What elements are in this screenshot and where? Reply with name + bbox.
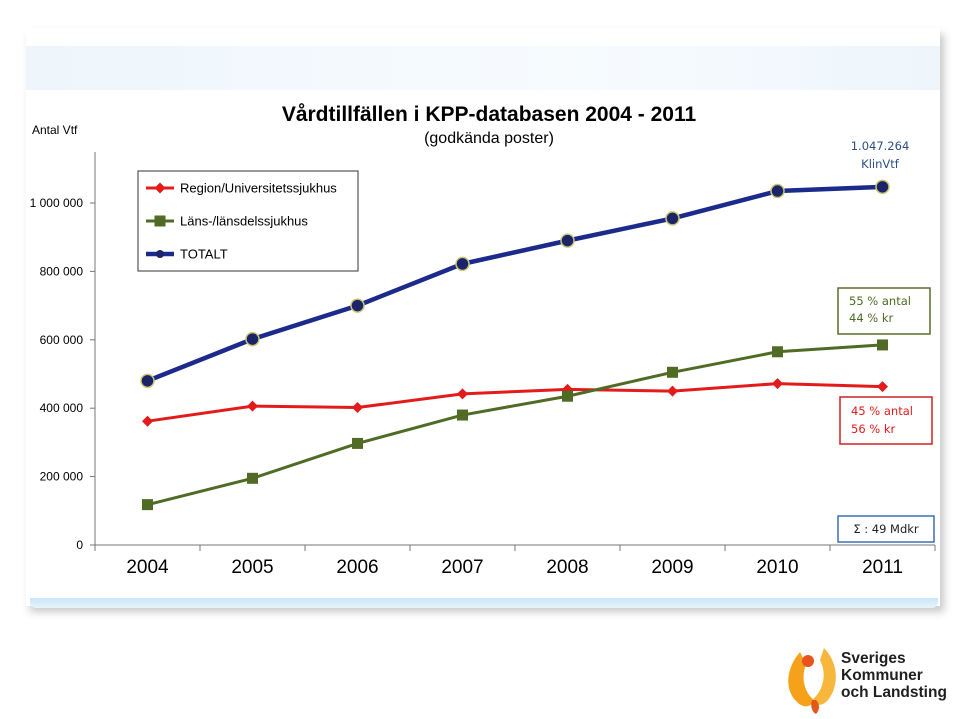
logo-line-1: Sveriges <box>841 650 906 667</box>
data-point-region <box>772 378 783 390</box>
series-line-region <box>147 382 883 423</box>
legend-label-lans: Läns-/länsdelssjukhus <box>180 214 308 229</box>
x-tick-label: 2009 <box>651 557 693 578</box>
annotation-sigma-text: Σ : 49 Mdkr <box>853 522 919 536</box>
annotation-lans: 55 % antal 44 % kr <box>837 287 931 335</box>
y-tick-label: 400 000 <box>40 401 84 415</box>
data-point-totalt <box>350 298 365 313</box>
y-tick-label: 0 <box>76 538 83 552</box>
axes <box>90 152 936 551</box>
data-point-totalt <box>140 373 155 389</box>
legend-label-totalt: TOTALT <box>180 247 228 262</box>
x-tick-labels: 2004 2005 2006 2007 2008 2009 2010 2011 <box>126 557 903 578</box>
data-point-lans <box>667 366 678 378</box>
legend-swatch-marker-region <box>154 182 166 194</box>
chart-card <box>26 28 940 606</box>
x-tick-label: 2007 <box>441 557 483 578</box>
annotation-total-value: 1.047.264 <box>851 139 910 153</box>
annotation-lans-box <box>837 287 931 335</box>
chart-title: Vårdtillfällen i KPP-databasen 2004 - 20… <box>282 103 697 126</box>
data-point-totalt <box>245 331 260 347</box>
data-point-lans <box>142 499 153 511</box>
data-point-totalt <box>770 183 785 199</box>
legend-swatch-marker-totalt <box>156 250 164 258</box>
chart-subtitle: (godkända poster) <box>424 130 554 147</box>
data-point-region <box>667 385 678 397</box>
logo-line-2: Kommuner <box>841 667 923 684</box>
annotation-sigma-box <box>837 515 935 543</box>
annotation-lans-count: 55 % antal <box>849 294 911 308</box>
header-band <box>26 46 940 90</box>
annotation-region: 45 % antal 56 % kr <box>839 396 933 445</box>
data-point-lans <box>877 339 888 351</box>
x-tick-label: 2008 <box>546 557 588 578</box>
legend-label-region: Region/Universitetssjukhus <box>180 181 337 196</box>
x-tick-label: 2005 <box>231 557 273 578</box>
y-tick-label: 200 000 <box>40 470 84 484</box>
data-point-region <box>457 388 468 400</box>
logo-line-3: och Landsting <box>841 684 947 701</box>
data-point-lans <box>457 409 468 421</box>
data-point-region <box>142 415 153 427</box>
data-point-region <box>247 400 258 412</box>
y-tick-label: 1 000 000 <box>30 196 84 210</box>
annotation-region-box <box>839 396 933 445</box>
series-line-totalt <box>146 184 883 383</box>
data-point-region <box>877 381 888 393</box>
data-point-lans <box>562 390 573 402</box>
annotation-region-cost: 56 % kr <box>851 422 896 436</box>
data-point-totalt <box>665 211 680 226</box>
series-lines <box>146 184 883 507</box>
data-point-region <box>352 402 363 414</box>
data-point-lans <box>352 437 363 449</box>
data-point-lans <box>772 346 783 358</box>
y-tick-label: 800 000 <box>40 264 84 278</box>
y-tick-labels: 0 200 000 400 000 600 000 800 000 1 000 000 <box>30 196 84 552</box>
annotation-sigma: Σ : 49 Mdkr <box>837 515 935 543</box>
x-tick-label: 2004 <box>126 557 169 578</box>
organization-logo: Sveriges Kommuner och Landsting <box>788 648 947 714</box>
footer-band <box>30 598 938 608</box>
data-point-totalt <box>455 256 470 272</box>
annotation-total: 1.047.264 KlinVtf <box>851 139 910 171</box>
x-tick-label: 2006 <box>336 557 378 578</box>
data-point-totalt <box>875 179 890 195</box>
annotation-total-unit: KlinVtf <box>861 157 900 171</box>
legend-box <box>137 170 359 272</box>
data-point-lans <box>247 472 258 484</box>
annotation-lans-cost: 44 % kr <box>849 311 894 325</box>
legend: Region/Universitetssjukhus Läns-/länsdels… <box>137 170 359 272</box>
logo-figure-icon <box>788 648 836 714</box>
legend-swatch-marker-lans <box>154 215 166 227</box>
data-point-totalt <box>560 233 575 248</box>
x-tick-label: 2010 <box>756 557 798 578</box>
y-axis-label: Antal Vtf <box>32 123 78 137</box>
series-line-lans <box>147 343 883 507</box>
annotation-region-count: 45 % antal <box>851 404 913 418</box>
y-tick-label: 600 000 <box>40 333 84 347</box>
series-markers <box>140 179 890 511</box>
x-tick-label: 2011 <box>862 557 903 578</box>
